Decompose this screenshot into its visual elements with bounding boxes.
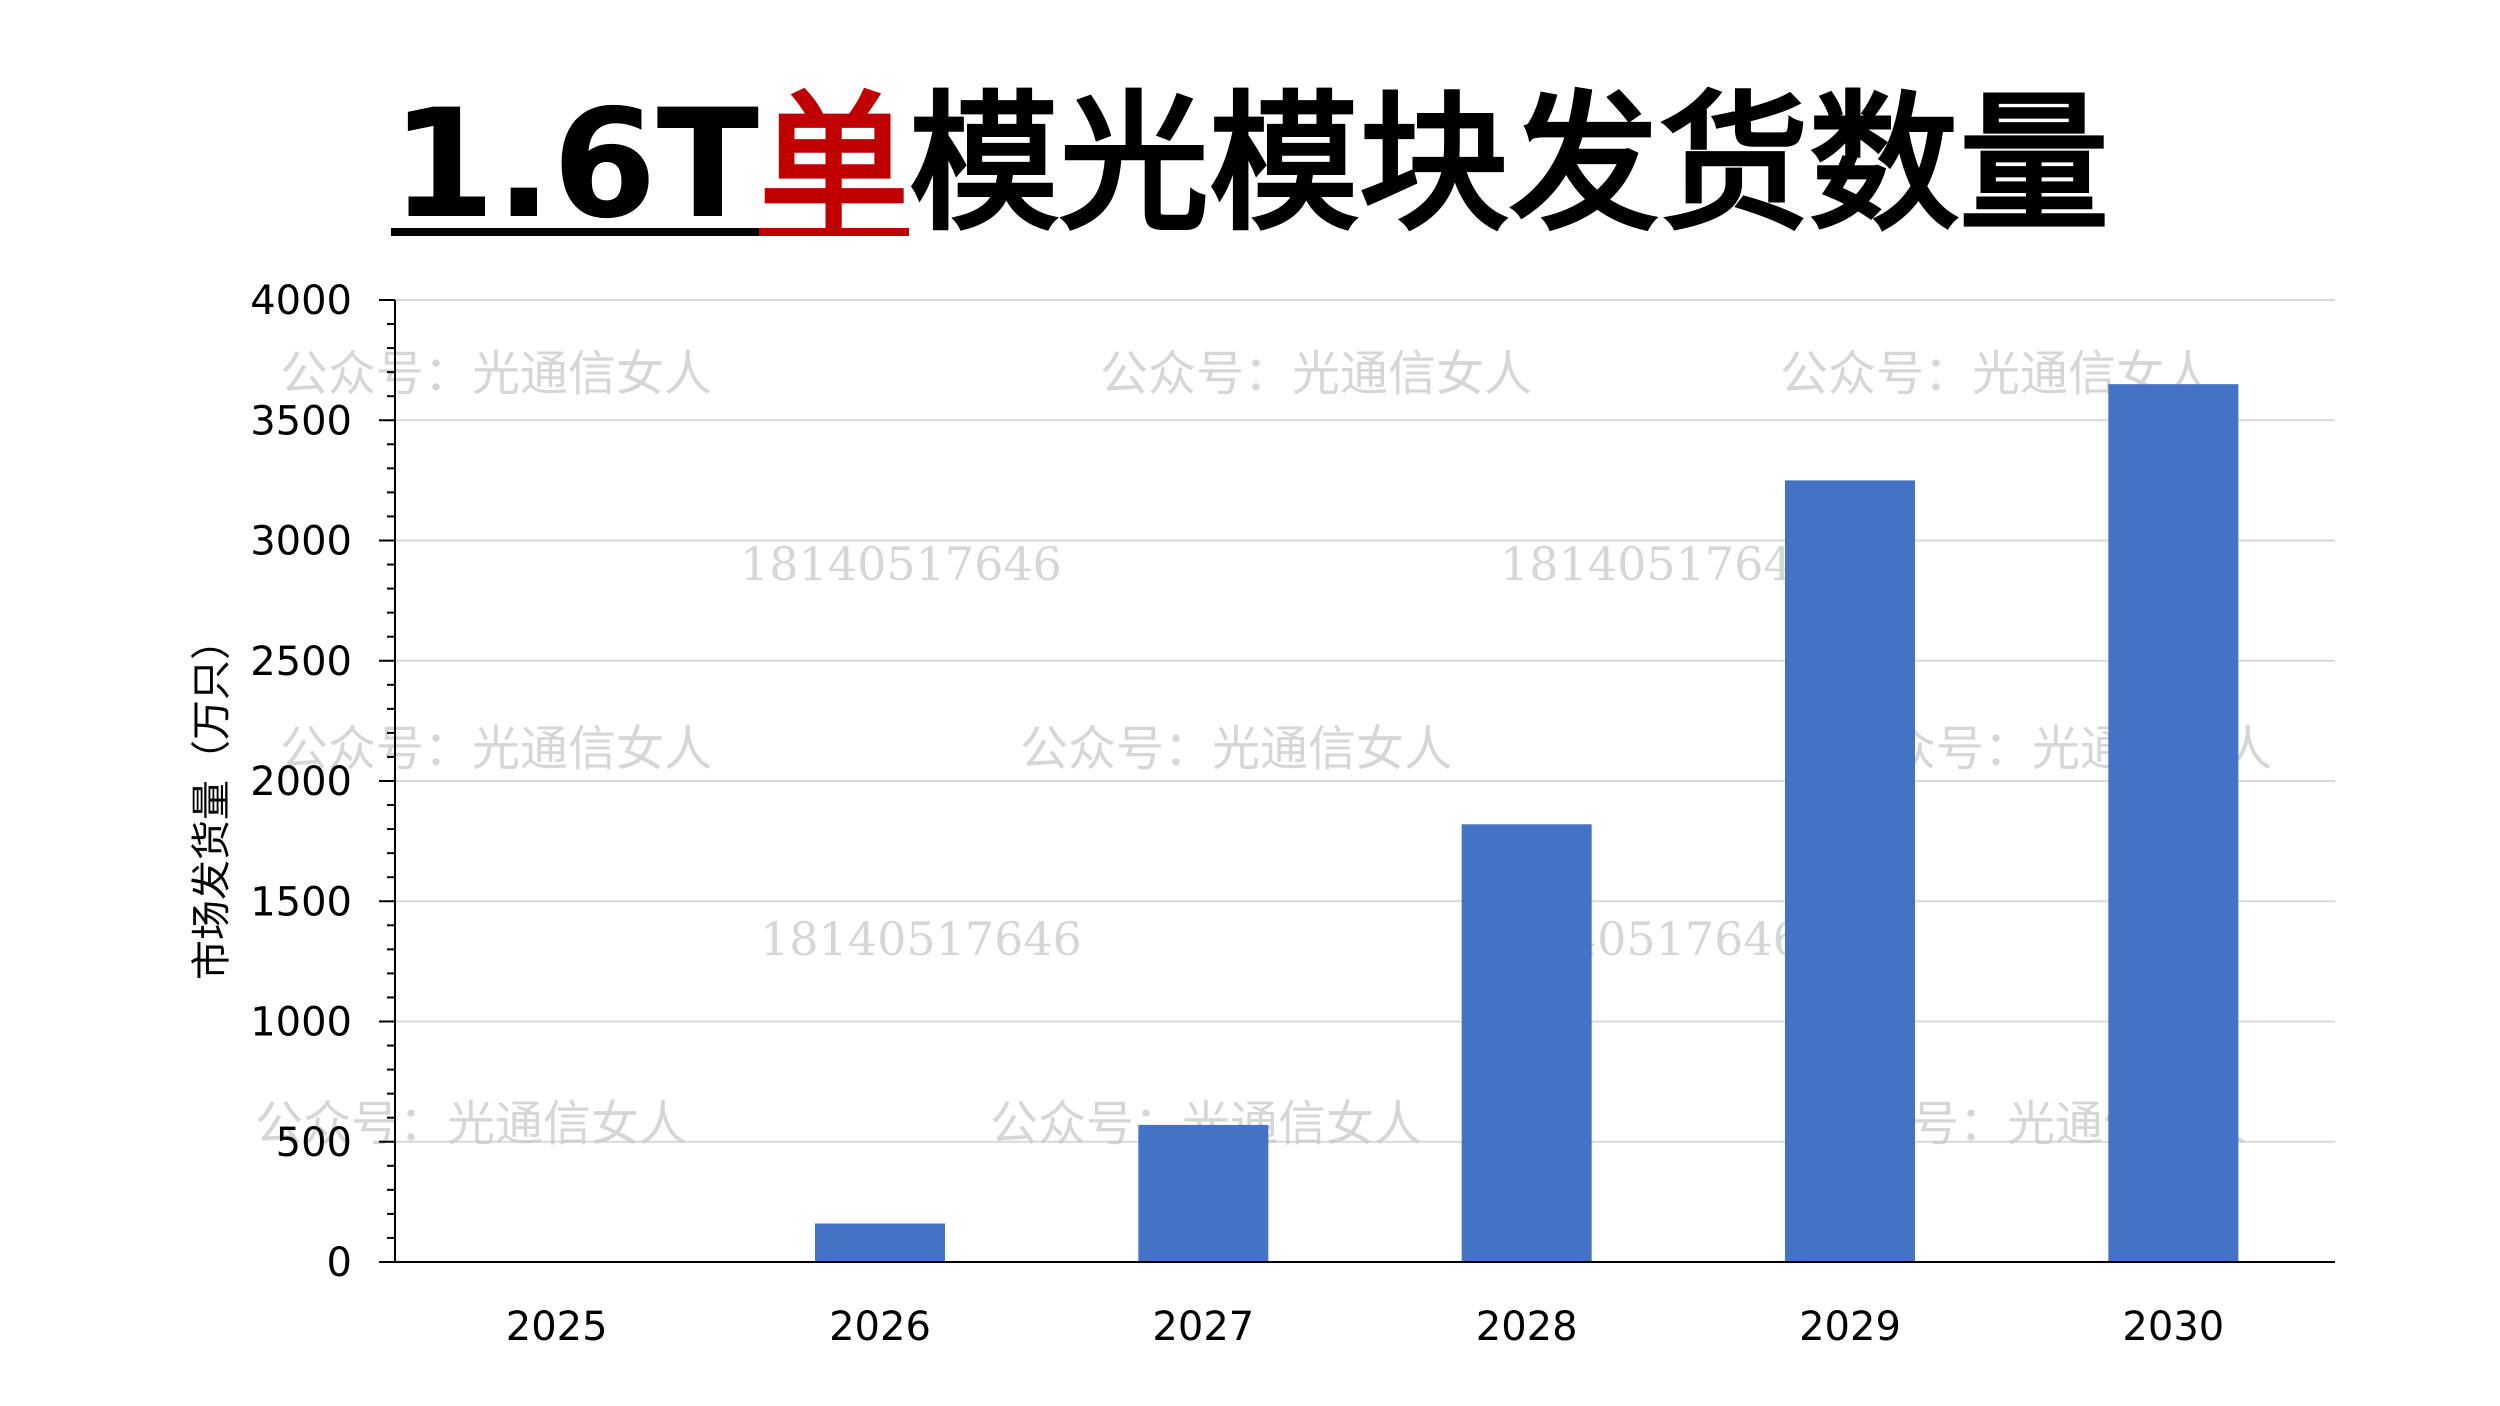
watermark-account: 公众号：光通信女人 xyxy=(255,1096,687,1152)
y-tick-label: 3000 xyxy=(250,519,352,565)
bar-2030 xyxy=(2108,384,2239,1262)
y-tick-label: 2500 xyxy=(250,639,352,685)
watermark-phone: 18140517646 xyxy=(760,912,1082,966)
watermark-phone: 18140517646 xyxy=(1500,537,1822,591)
y-axis: 0 500 1000 1500 2000 2500 3000 3500 4000 xyxy=(250,278,396,1286)
bar-2026 xyxy=(815,1223,945,1262)
y-axis-label: 市场发货量（万只） xyxy=(189,620,235,980)
x-tick-label: 2027 xyxy=(1152,1304,1254,1350)
y-tick-label: 2000 xyxy=(250,759,352,805)
bar-2028 xyxy=(1461,824,1592,1262)
watermark-account: 公众号：光通信女人 xyxy=(280,346,712,402)
bar-2029 xyxy=(1785,480,1915,1262)
y-tick-label: 4000 xyxy=(250,278,352,324)
x-tick-label: 2026 xyxy=(829,1304,931,1350)
x-tick-label: 2030 xyxy=(2122,1304,2224,1350)
gridlines xyxy=(395,299,2335,1143)
x-tick-label: 2028 xyxy=(1476,1304,1578,1350)
y-tick-label: 1000 xyxy=(250,1000,352,1046)
watermark-account: 公众号：光通信女人 xyxy=(280,721,712,777)
bar-2027 xyxy=(1138,1124,1269,1262)
y-tick-label: 500 xyxy=(276,1120,352,1166)
y-tick-label: 0 xyxy=(327,1240,352,1286)
y-tick-label: 3500 xyxy=(250,398,352,444)
y-tick-label: 1500 xyxy=(250,879,352,925)
title-part-3: 模光模块发货数量 xyxy=(909,78,2110,252)
x-tick-label: 2025 xyxy=(506,1304,608,1350)
chart-title: 1.6T单模光模块发货数量 xyxy=(0,80,2500,250)
watermark-account: 公众号：光通信女人 xyxy=(1100,346,1532,402)
x-axis: 2025 2026 2027 2028 2029 2030 xyxy=(379,1261,2335,1350)
x-tick-label: 2029 xyxy=(1799,1304,1901,1350)
watermark-phone: 18140517646 xyxy=(740,537,1062,591)
watermark-account: 公众号：光通信女人 xyxy=(1020,721,1452,777)
title-part-2: 单 xyxy=(759,78,910,252)
title-part-1: 1.6T xyxy=(390,78,759,252)
bars xyxy=(815,384,2239,1262)
